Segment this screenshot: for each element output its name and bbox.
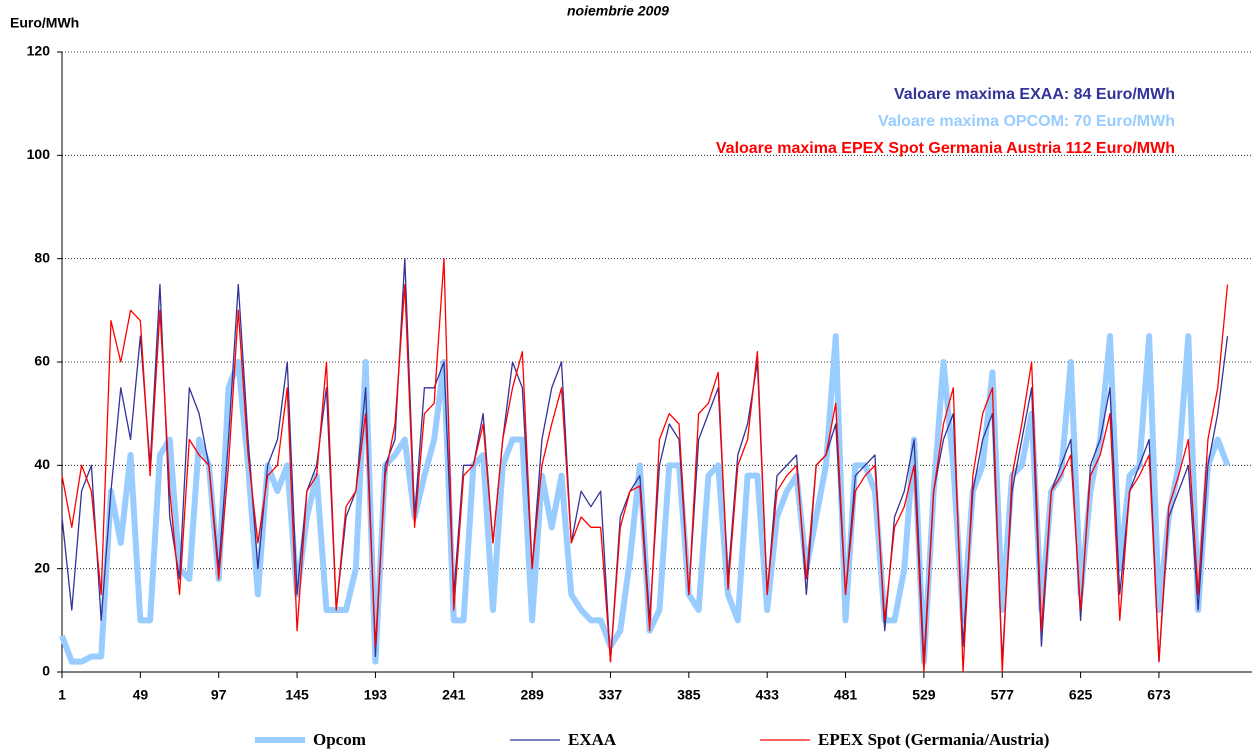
x-tick-label: 385 [677, 687, 701, 703]
series-line [61, 258, 1229, 673]
annotation: Valoare maxima OPCOM: 70 Euro/MWh [878, 113, 1175, 130]
y-tick-label: 120 [27, 43, 51, 59]
y-tick-label: 100 [27, 146, 51, 162]
y-tick-label: 0 [42, 663, 50, 679]
series-line [61, 258, 1229, 663]
annotation: Valoare maxima EPEX Spot Germania Austri… [716, 140, 1175, 157]
legend-label: EXAA [568, 730, 617, 749]
x-tick-label: 1 [58, 687, 66, 703]
y-tick-label: 20 [34, 559, 50, 575]
x-tick-label: 145 [285, 687, 309, 703]
x-tick-label: 433 [756, 687, 780, 703]
y-tick-label: 40 [34, 456, 50, 472]
x-tick-label: 577 [991, 687, 1015, 703]
y-tick-label: 80 [34, 249, 50, 265]
annotation: Valoare maxima EXAA: 84 Euro/MWh [894, 86, 1175, 103]
legend-label: Opcom [313, 730, 366, 749]
x-tick-label: 337 [599, 687, 623, 703]
x-tick-label: 97 [211, 687, 227, 703]
y-tick-label: 60 [34, 353, 50, 369]
x-tick-label: 625 [1069, 687, 1093, 703]
x-tick-label: 529 [912, 687, 936, 703]
chart-title: noiembrie 2009 [567, 3, 669, 19]
x-tick-label: 481 [834, 687, 858, 703]
y-axis-label: Euro/MWh [10, 15, 79, 31]
x-tick-label: 289 [520, 687, 544, 703]
x-tick-label: 673 [1147, 687, 1171, 703]
legend-label: EPEX Spot (Germania/Austria) [818, 730, 1049, 749]
x-tick-label: 241 [442, 687, 466, 703]
series-line [59, 333, 1231, 665]
legend: Opcom EXAA EPEX Spot (Germania/Austria) [255, 730, 1049, 749]
x-tick-label: 193 [364, 687, 388, 703]
x-tick-label: 49 [133, 687, 149, 703]
